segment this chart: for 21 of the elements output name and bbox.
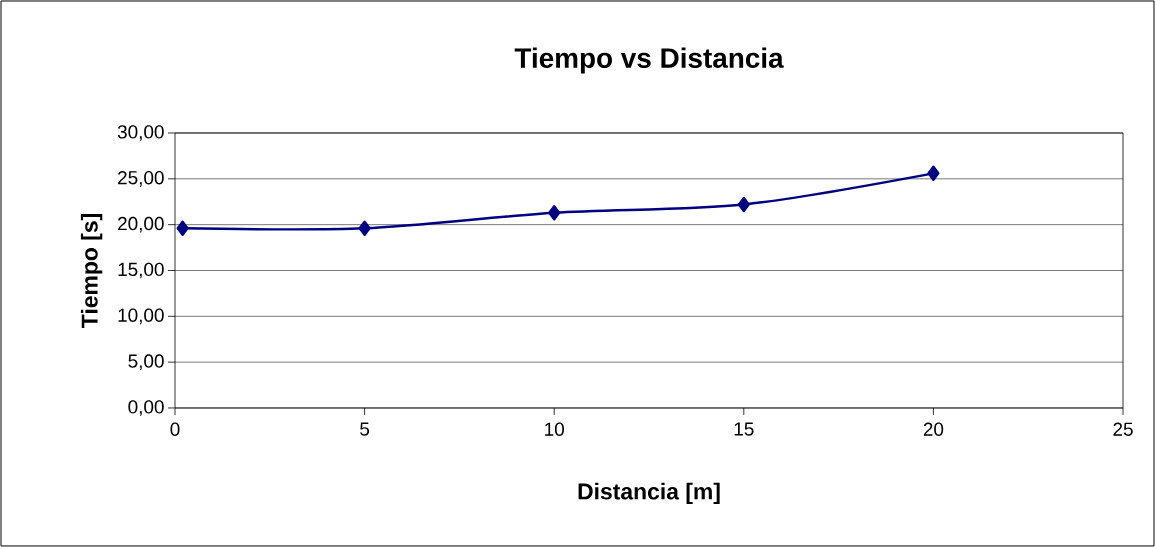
y-tick-label: 10,00 <box>118 308 164 325</box>
point <box>927 165 940 182</box>
x-tick-label: 15 <box>734 422 754 436</box>
y-axis-title: Tiempo [s] <box>80 214 103 328</box>
x-tick-label: 5 <box>360 422 370 436</box>
y-tick-label: 15,00 <box>118 262 164 279</box>
x-tick-label: 10 <box>545 422 564 436</box>
point <box>548 205 561 221</box>
y-tick-label: 5,00 <box>128 354 164 370</box>
x-tick-label: 25 <box>1113 422 1133 436</box>
point <box>737 196 750 213</box>
chart-title: Tiempo vs Distancia <box>514 47 784 74</box>
y-tick-label: 25,00 <box>118 171 164 187</box>
y-tick-label: 20,00 <box>118 216 164 233</box>
x-axis-title: Distancia [m] <box>578 482 720 505</box>
point <box>176 220 189 237</box>
x-tick-label: 20 <box>923 422 944 436</box>
point <box>358 220 371 237</box>
y-tick-label: 30,00 <box>117 125 164 141</box>
y-tick-label: 0,00 <box>128 400 164 416</box>
x-tick-label: 0 <box>170 422 180 436</box>
